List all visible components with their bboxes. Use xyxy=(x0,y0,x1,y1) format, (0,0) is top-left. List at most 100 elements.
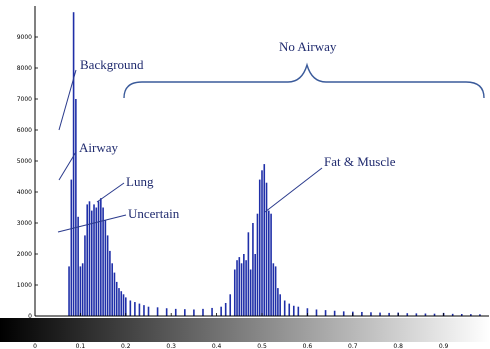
histogram-bar xyxy=(81,263,84,316)
fat-muscle-pointer xyxy=(264,167,323,213)
histogram-bar xyxy=(252,223,254,316)
x-tick-label: 0.8 xyxy=(393,343,403,349)
no-airway-brace xyxy=(123,62,485,99)
x-tick-label: 0.6 xyxy=(303,343,313,349)
x-tick-label: 0.2 xyxy=(121,343,131,349)
histogram-bar xyxy=(156,307,159,316)
histogram-bar xyxy=(249,269,252,316)
histogram-bar xyxy=(254,254,256,316)
histogram-bar xyxy=(272,263,275,316)
y-tick-label: 7000 xyxy=(17,96,32,103)
annotation-background: Background xyxy=(80,57,144,72)
x-tick-label: 0.5 xyxy=(257,343,267,349)
annotation-lung: Lung xyxy=(126,174,154,189)
histogram-bar xyxy=(118,288,120,316)
histogram-bar xyxy=(292,305,295,316)
annotation-airway: Airway xyxy=(79,140,118,155)
histogram-bar xyxy=(274,266,277,316)
histogram-bar xyxy=(388,312,390,316)
uncertain-pointer xyxy=(57,214,127,233)
histogram-bar xyxy=(279,294,281,316)
histogram-bar xyxy=(72,12,75,316)
histogram-bar xyxy=(256,213,259,316)
histogram-bar xyxy=(240,263,243,316)
histogram-bar xyxy=(324,310,327,316)
annotation-uncertain: Uncertain xyxy=(128,206,180,221)
histogram-bar xyxy=(315,309,318,316)
annotation-no-airway: No Airway xyxy=(279,39,337,54)
histogram-bar xyxy=(84,235,86,316)
histogram-bar xyxy=(93,204,95,316)
histogram-bar xyxy=(238,257,241,316)
histogram-bar xyxy=(306,308,309,316)
histogram-bar xyxy=(220,306,222,316)
histogram-bar xyxy=(263,164,266,316)
annotation-pointers xyxy=(57,69,323,233)
histogram-bar xyxy=(415,313,418,316)
y-tick-label: 4000 xyxy=(17,189,32,196)
y-tick-label: 5000 xyxy=(17,158,32,165)
histogram-bar xyxy=(236,260,238,316)
histogram-bar xyxy=(102,207,104,316)
histogram-bar xyxy=(184,309,186,316)
histogram-bar xyxy=(95,207,98,316)
histogram-bar xyxy=(193,309,195,316)
intensity-colorbar xyxy=(0,318,490,342)
histogram-bar xyxy=(125,297,127,316)
y-tick-label: 2000 xyxy=(17,251,32,258)
histogram-bar xyxy=(122,294,125,316)
histogram-bar xyxy=(379,312,381,316)
histogram-bar xyxy=(129,300,132,316)
histogram-bar xyxy=(211,307,213,316)
histogram-bar xyxy=(86,204,89,316)
y-tick-label: 1000 xyxy=(17,282,32,289)
histogram-bar xyxy=(113,272,116,316)
histogram-bar xyxy=(433,313,436,316)
histogram-bar xyxy=(143,305,145,316)
histogram-bar xyxy=(333,310,336,316)
histogram-bar xyxy=(68,266,70,316)
histogram-bar xyxy=(406,313,409,316)
x-tick-label: 0 xyxy=(33,343,37,349)
histogram-bar xyxy=(265,182,268,316)
y-tick-label: 9000 xyxy=(17,34,32,41)
histogram-bars xyxy=(68,12,481,316)
x-tick-label: 0.1 xyxy=(76,343,86,349)
histogram-bar xyxy=(370,312,372,316)
histogram-bar xyxy=(100,198,102,316)
y-tick-label: 0 xyxy=(28,313,32,320)
x-tick-label: 0.9 xyxy=(439,343,449,349)
histogram-bar xyxy=(138,303,141,316)
histogram-bar xyxy=(451,313,454,316)
histogram-bar xyxy=(115,281,118,316)
histogram-bar xyxy=(202,308,204,316)
histogram-bar xyxy=(268,210,270,316)
histogram-bar xyxy=(277,288,279,316)
y-tick-label: 6000 xyxy=(17,127,32,134)
histogram-bar xyxy=(245,260,247,316)
histogram-bar xyxy=(109,250,111,316)
histogram-bar xyxy=(342,311,345,316)
background-pointer xyxy=(58,69,77,131)
histogram-bar xyxy=(111,263,113,316)
x-tick-label: 0.4 xyxy=(212,343,222,349)
histogram-bar xyxy=(258,179,261,316)
histogram-bar xyxy=(283,300,286,316)
histogram-bar xyxy=(147,306,150,316)
histogram-bar xyxy=(79,266,82,316)
annotation-fat-muscle: Fat & Muscle xyxy=(324,154,396,169)
x-axis-ticks: 0 0.1 0.2 0.3 0.4 0.5 0.6 0.7 0.8 0.9 xyxy=(33,313,449,349)
histogram-bar xyxy=(460,313,463,316)
histogram-bar xyxy=(70,179,73,316)
histogram-bar xyxy=(229,294,232,316)
histogram-bar xyxy=(174,308,177,316)
histogram-bar xyxy=(261,170,263,316)
histogram-bar xyxy=(297,306,300,316)
histogram-bar xyxy=(424,313,427,316)
histogram-bar xyxy=(165,308,168,316)
histogram-bar xyxy=(75,99,77,316)
y-tick-label: 3000 xyxy=(17,220,32,227)
histogram-bar xyxy=(120,291,123,316)
histogram-bar xyxy=(243,254,245,316)
